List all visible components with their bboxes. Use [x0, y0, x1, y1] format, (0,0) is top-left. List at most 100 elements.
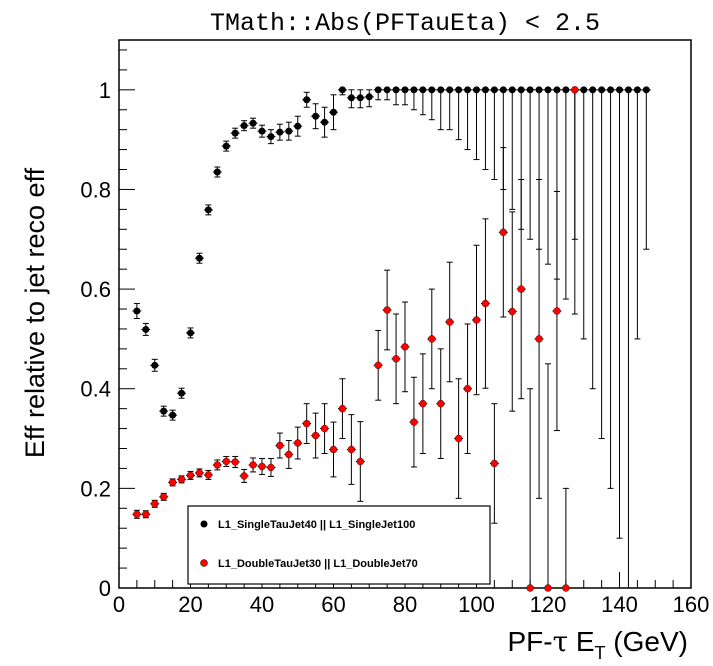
data-point [204, 471, 213, 479]
data-point [544, 584, 552, 592]
data-point [249, 119, 257, 127]
data-point [356, 457, 365, 466]
data-point [321, 118, 329, 126]
data-point [508, 307, 516, 316]
data-point [213, 168, 221, 176]
data-point [401, 343, 409, 351]
x-tick-label: 40 [250, 592, 274, 617]
data-point [338, 86, 346, 94]
data-point [302, 419, 311, 428]
x-axis-label-sub: T [595, 643, 606, 663]
data-point [133, 307, 141, 315]
data-point [463, 385, 472, 393]
data-point [151, 500, 159, 508]
data-point [499, 86, 507, 94]
data-point [303, 96, 311, 104]
y-tick-label: 0.8 [80, 177, 111, 202]
data-point [473, 86, 480, 94]
data-point [454, 434, 463, 443]
data-point [276, 441, 284, 450]
x-tick-label: 160 [673, 592, 710, 617]
series-2 [132, 86, 580, 592]
data-point [642, 86, 650, 94]
y-tick-label: 0 [99, 576, 111, 601]
x-tick-label: 120 [530, 592, 567, 617]
data-point [338, 404, 347, 413]
data-point [535, 86, 543, 94]
data-point [213, 461, 222, 469]
data-point [356, 94, 364, 102]
data-point [410, 86, 418, 94]
y-tick-label: 0.2 [80, 476, 111, 501]
data-point [159, 493, 168, 501]
data-point [589, 86, 597, 94]
data-point [446, 86, 454, 94]
data-point [401, 86, 409, 94]
data-point [222, 142, 230, 150]
data-point [204, 206, 212, 214]
data-point [428, 86, 436, 94]
data-point [392, 355, 400, 363]
data-point [329, 445, 338, 454]
legend-label-series-2: L1_DoubleTauJet30 || L1_DoubleJet70 [218, 558, 418, 570]
data-point [142, 325, 150, 333]
x-tick-label: 20 [178, 592, 202, 617]
data-point [133, 510, 141, 518]
data-point [607, 86, 615, 94]
ticks-layer: 0 20 40 60 80 100 120 140 160 0 0.2 0.4 0.6 0.8 1 [80, 49, 710, 617]
data-point [222, 457, 230, 466]
data-point [285, 127, 293, 135]
data-point [419, 86, 427, 94]
data-point [517, 86, 525, 94]
y-axis-label: Eff relative to jet reco eff [20, 167, 50, 458]
x-tick-label: 0 [113, 592, 125, 617]
data-point [499, 228, 508, 236]
y-tick-label: 0.6 [80, 277, 111, 302]
y-tick-label: 1 [99, 78, 111, 103]
data-point [160, 407, 168, 415]
legend-box [187, 505, 491, 585]
data-point [428, 335, 436, 343]
legend: L1_SingleTauJet40 || L1_SingleJet100 L1_… [187, 505, 491, 585]
series-1 [132, 86, 651, 589]
data-point [177, 475, 186, 484]
data-point [151, 361, 159, 369]
data-point [195, 254, 203, 262]
data-point [195, 469, 204, 477]
data-point [490, 459, 499, 468]
data-point [633, 86, 641, 94]
data-point [187, 329, 194, 337]
data-point [374, 86, 382, 94]
data-point [517, 285, 525, 293]
data-point [437, 399, 445, 408]
data-point [267, 463, 275, 472]
x-tick-label: 60 [321, 592, 345, 617]
legend-label-series-1: L1_SingleTauJet40 || L1_SingleJet100 [218, 519, 415, 531]
data-point [320, 424, 329, 433]
data-point [481, 299, 490, 308]
data-point [231, 129, 239, 137]
data-point [481, 86, 489, 94]
data-point [445, 318, 454, 326]
data-point [562, 86, 570, 94]
legend-marker-series-1 [200, 520, 208, 528]
data-point [142, 510, 150, 518]
data-point [240, 472, 248, 480]
data-point [624, 86, 632, 94]
data-point [169, 411, 177, 419]
data-point [580, 86, 588, 94]
data-point [472, 316, 481, 324]
data-point [312, 112, 320, 120]
data-point [168, 478, 177, 487]
x-tick-label: 100 [458, 592, 495, 617]
data-point [598, 86, 606, 94]
data-point [285, 450, 293, 459]
data-point [186, 471, 195, 480]
data-point [267, 133, 275, 141]
data-point [365, 93, 373, 101]
data-point [526, 86, 534, 94]
data-point [258, 462, 266, 471]
y-tick-label: 0.4 [80, 377, 111, 402]
data-point [535, 335, 543, 343]
